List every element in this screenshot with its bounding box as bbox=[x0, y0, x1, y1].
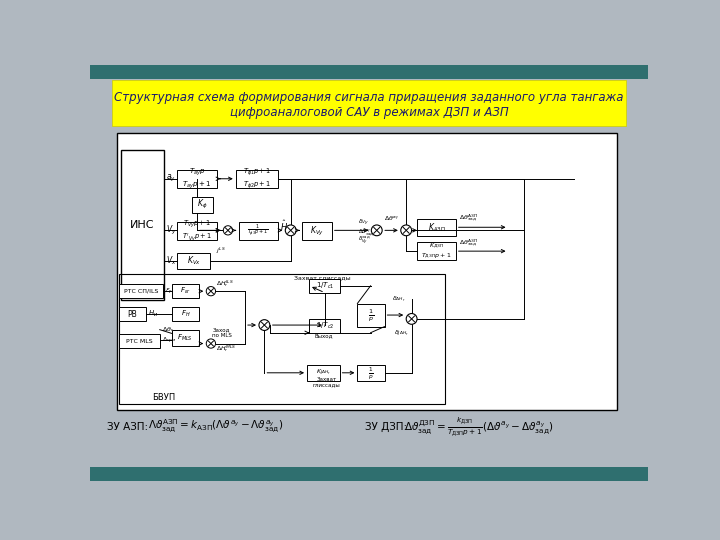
Text: $j^{LS}$: $j^{LS}$ bbox=[215, 245, 225, 255]
Text: $1/T_{c1}$: $1/T_{c1}$ bbox=[315, 281, 334, 291]
FancyBboxPatch shape bbox=[307, 365, 340, 381]
Text: БВУП: БВУП bbox=[152, 393, 175, 402]
Text: $\hat{H}$: $\hat{H}$ bbox=[280, 219, 288, 233]
Text: Выход: Выход bbox=[315, 333, 333, 339]
Text: $F_H$: $F_H$ bbox=[181, 309, 190, 319]
Text: $\delta^{\text{зад}}_{Vy}$: $\delta^{\text{зад}}_{Vy}$ bbox=[358, 234, 371, 246]
FancyBboxPatch shape bbox=[120, 334, 160, 348]
Text: $K_{J\Delta H_r}$: $K_{J\Delta H_r}$ bbox=[316, 368, 330, 378]
Text: ЗУ АЗП:: ЗУ АЗП: bbox=[107, 422, 148, 431]
Text: Захват
глиссады: Захват глиссады bbox=[312, 376, 341, 387]
Circle shape bbox=[259, 320, 270, 330]
Text: $\Delta_{\text{грм}}$: $\Delta_{\text{грм}}$ bbox=[162, 335, 176, 346]
Text: $\Delta\vartheta^{\text{ДЗП}}_{\text{зад}} = \frac{k_{\text{ДЗП}}}{T_{\text{ДЗП}: $\Delta\vartheta^{\text{ДЗП}}_{\text{зад… bbox=[404, 415, 554, 438]
FancyBboxPatch shape bbox=[172, 284, 199, 298]
Circle shape bbox=[406, 314, 417, 325]
FancyBboxPatch shape bbox=[310, 319, 341, 333]
Text: РТС СП/ILS: РТС СП/ILS bbox=[124, 289, 158, 294]
Text: $K_{\text{ДЗП}}$
$T_{\text{ДЗП}}p+1$: $K_{\text{ДЗП}}$ $T_{\text{ДЗП}}p+1$ bbox=[421, 241, 451, 261]
Text: $T_{ay}p$
$T_{ay}p+1$: $T_{ay}p$ $T_{ay}p+1$ bbox=[182, 166, 212, 191]
FancyBboxPatch shape bbox=[90, 467, 648, 481]
Text: $\delta_{Vy}$: $\delta_{Vy}$ bbox=[358, 218, 369, 228]
Circle shape bbox=[401, 225, 412, 236]
FancyBboxPatch shape bbox=[357, 303, 384, 327]
FancyBboxPatch shape bbox=[172, 307, 199, 321]
Text: $\Delta H^{MLS}_r$: $\Delta H^{MLS}_r$ bbox=[216, 343, 237, 354]
Text: $\frac{1}{p}$: $\frac{1}{p}$ bbox=[368, 365, 374, 381]
Text: ЗУ ДЗП:: ЗУ ДЗП: bbox=[365, 422, 408, 431]
Text: $\Delta\vartheta^{a_y}_{\text{зад}}$: $\Delta\vartheta^{a_y}_{\text{зад}}$ bbox=[358, 227, 374, 238]
FancyBboxPatch shape bbox=[177, 170, 217, 188]
Text: РТС MLS: РТС MLS bbox=[126, 339, 153, 344]
FancyBboxPatch shape bbox=[120, 307, 145, 321]
Text: $\Delta\theta_r$: $\Delta\theta_r$ bbox=[162, 325, 174, 334]
FancyBboxPatch shape bbox=[90, 65, 648, 79]
Text: $\Delta H^{ILS}_r$: $\Delta H^{ILS}_r$ bbox=[216, 278, 234, 289]
Text: Захват глиссады: Захват глиссады bbox=[294, 275, 351, 280]
FancyBboxPatch shape bbox=[121, 150, 163, 300]
Text: Структурная схема формирования сигнала приращения заданного угла тангажа: Структурная схема формирования сигнала п… bbox=[114, 91, 624, 104]
Circle shape bbox=[372, 225, 382, 236]
Text: $\varepsilon_r$: $\varepsilon_r$ bbox=[165, 287, 174, 296]
Text: $\frac{1}{T_{\phi3}p+1}$: $\frac{1}{T_{\phi3}p+1}$ bbox=[247, 223, 269, 239]
FancyBboxPatch shape bbox=[357, 365, 384, 381]
Text: $\Delta\vartheta^{\text{АЗП}}_{\text{зад}}$: $\Delta\vartheta^{\text{АЗП}}_{\text{зад… bbox=[459, 213, 478, 224]
FancyBboxPatch shape bbox=[417, 219, 456, 236]
Circle shape bbox=[206, 339, 215, 348]
Text: РВ: РВ bbox=[127, 310, 138, 319]
Circle shape bbox=[285, 225, 296, 236]
FancyBboxPatch shape bbox=[172, 330, 199, 346]
FancyBboxPatch shape bbox=[239, 222, 277, 240]
FancyBboxPatch shape bbox=[310, 279, 341, 293]
Text: $K_{Vy}$: $K_{Vy}$ bbox=[310, 225, 324, 238]
Text: $\delta_{J\Delta H_r}$: $\delta_{J\Delta H_r}$ bbox=[394, 329, 408, 340]
Text: $H_и$: $H_и$ bbox=[148, 309, 158, 319]
Text: $\delta_{\Delta H_r}$: $\delta_{\Delta H_r}$ bbox=[392, 294, 406, 303]
Text: $\Delta\vartheta^{a_y}$: $\Delta\vartheta^{a_y}$ bbox=[384, 215, 400, 223]
Text: $\Lambda\vartheta^{\text{АЗП}}_{\text{зад}} = k_{\text{АЗП}}(\Lambda\vartheta^{a: $\Lambda\vartheta^{\text{АЗП}}_{\text{за… bbox=[148, 418, 283, 435]
Text: $a_y$: $a_y$ bbox=[166, 172, 176, 184]
Text: $V_y$: $V_y$ bbox=[166, 224, 176, 237]
Text: $T_{Vy}p+1$
$T'_{Vy}p+1$: $T_{Vy}p+1$ $T'_{Vy}p+1$ bbox=[182, 218, 212, 244]
Text: ИНС: ИНС bbox=[130, 220, 155, 229]
Text: $K_{\text{АЗП}}$: $K_{\text{АЗП}}$ bbox=[428, 221, 445, 233]
FancyBboxPatch shape bbox=[302, 222, 332, 240]
Text: $1/T_{c2}$: $1/T_{c2}$ bbox=[315, 321, 334, 331]
FancyBboxPatch shape bbox=[417, 242, 456, 260]
Text: $V_x$: $V_x$ bbox=[166, 255, 176, 267]
FancyBboxPatch shape bbox=[112, 80, 626, 126]
Text: $T_{\phi1}p+1$
$T_{\phi2}p+1$: $T_{\phi1}p+1$ $T_{\phi2}p+1$ bbox=[243, 166, 271, 191]
Text: $F_{MLS}$: $F_{MLS}$ bbox=[177, 333, 193, 343]
Text: Заход
по MLS: Заход по MLS bbox=[212, 327, 232, 338]
Text: цифроаналоговой САУ в режимах ДЗП и АЗП: цифроаналоговой САУ в режимах ДЗП и АЗП bbox=[230, 106, 508, 119]
Text: $K_{Vx}$: $K_{Vx}$ bbox=[186, 255, 200, 267]
FancyBboxPatch shape bbox=[177, 222, 217, 240]
FancyBboxPatch shape bbox=[117, 132, 617, 410]
Circle shape bbox=[206, 287, 215, 296]
FancyBboxPatch shape bbox=[120, 284, 163, 298]
Text: $\frac{1}{p}$: $\frac{1}{p}$ bbox=[368, 307, 374, 323]
FancyBboxPatch shape bbox=[235, 170, 277, 188]
FancyBboxPatch shape bbox=[192, 197, 213, 213]
Text: $F_{\varepsilon r}$: $F_{\varepsilon r}$ bbox=[180, 286, 191, 296]
Text: $\Delta\vartheta^{\text{АЗП}}_{\text{зад}}$: $\Delta\vartheta^{\text{АЗП}}_{\text{зад… bbox=[459, 238, 478, 249]
FancyBboxPatch shape bbox=[177, 253, 210, 269]
Text: $K_\phi$: $K_\phi$ bbox=[197, 198, 207, 212]
Circle shape bbox=[223, 226, 233, 235]
